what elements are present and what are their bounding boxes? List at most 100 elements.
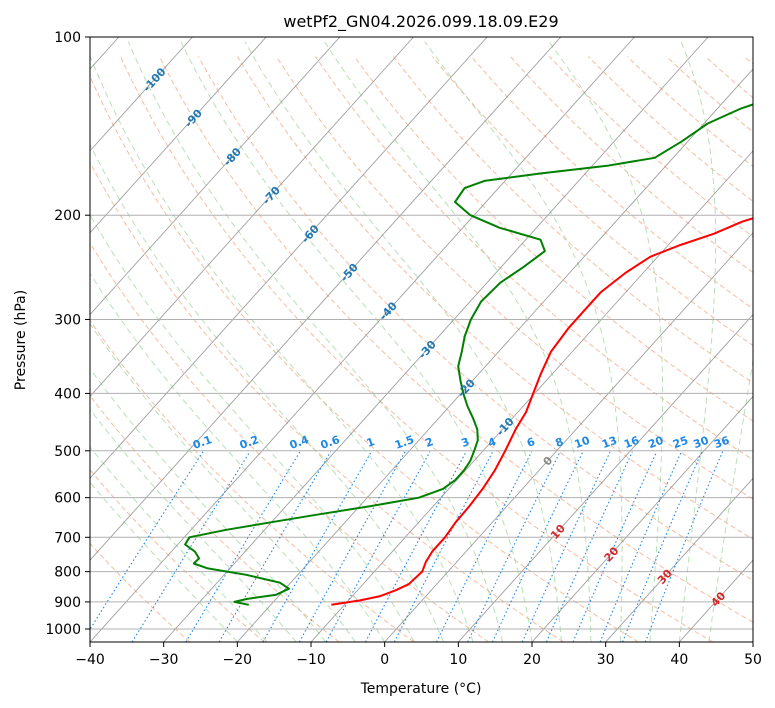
isotherm-line [163,37,709,642]
x-tick-label: −40 [75,652,105,668]
dry-adiabat [236,56,753,540]
mixing-ratio-label: 36 [712,434,731,452]
x-axis-label: Temperature (°C) [360,681,482,697]
y-tick-label: 900 [54,595,81,611]
mixing-ratio-line [644,451,724,642]
mixing-ratio-label: 10 [573,434,592,452]
y-tick-label: 600 [54,491,81,507]
isotherm-line [90,37,488,479]
y-tick-label: 100 [54,30,81,46]
plot-grid [90,37,753,642]
mixing-ratio-line [572,451,658,642]
moist-adiabat [90,143,445,642]
x-tick-label: −10 [296,652,326,668]
isotherm-line [531,395,753,642]
dry-adiabat [119,56,714,642]
x-tick-label: −30 [149,652,179,668]
mixing-ratio-label: 0.6 [319,433,342,452]
mixing-ratio-label: 3 [460,435,472,450]
axis-ticks: −40 −30 −20 −10 0 10 20 30 40 5010020030040050060… [45,30,762,668]
mixing-ratio-line [298,451,406,642]
dry-adiabat [90,242,489,642]
y-tick-label: 500 [54,444,81,460]
y-tick-label: 300 [54,312,81,328]
moist-adiabat [708,357,753,642]
y-tick-label: 1000 [45,622,81,638]
dry-adiabat [197,56,753,581]
y-tick-label: 400 [54,386,81,402]
dry-adiabat [158,56,753,623]
mixing-ratio-label: 0.4 [288,433,311,452]
plot-series [184,103,753,606]
mixing-ratio-label: 1.5 [393,433,416,452]
mixing-ratio-line [393,451,494,642]
moist-adiabat [90,323,356,642]
isotherm-line [752,641,753,642]
dry-adiabat [90,75,639,642]
mixing-ratio-line [436,451,533,642]
x-tick-label: 20 [523,652,541,668]
moist-adiabat [548,41,664,642]
moist-adiabat [127,41,503,642]
mixing-ratio-label: 1 [365,435,377,450]
moist-adiabat [324,41,592,642]
moist-adiabat [90,446,268,642]
x-tick-label: 50 [744,652,762,668]
moist-adiabat [678,41,717,642]
dry-adiabat [353,56,753,422]
mixing-ratio-label: 16 [622,434,641,452]
mixing-ratio-label: 30 [692,434,711,452]
isotherm-line [236,68,753,642]
mixing-ratio-line [131,451,251,642]
dry-adiabat [90,161,564,642]
isotherm-line [457,313,753,642]
y-axis-label: Pressure (hPa) [13,290,29,390]
mixing-ratio-line [325,451,431,642]
y-tick-label: 800 [54,565,81,581]
dry-adiabat [314,56,753,461]
isotherm-line [90,37,635,642]
mixing-ratio-line [262,451,372,642]
isotherm-line [90,37,341,316]
isotherm-line [384,232,753,642]
mixing-ratio-label: 4 [486,435,498,450]
dry-adiabat [432,56,753,347]
isotherm-line [90,37,562,561]
dewpoint-profile [184,103,753,606]
mixing-ratio-label: 8 [554,435,566,450]
temperature-profile [331,217,753,606]
x-tick-label: −20 [223,652,253,668]
x-tick-label: 30 [597,652,615,668]
x-tick-label: 0 [380,652,389,668]
moist-adiabat [90,481,238,642]
dry-adiabat [90,394,340,642]
isotherm-line [310,150,753,642]
moist-adiabat [244,41,562,642]
y-tick-label: 200 [54,208,81,224]
mixing-ratio-line [545,451,633,642]
mixing-ratio-line [599,451,682,642]
y-tick-label: 700 [54,530,81,546]
mixing-ratio-label: 0.1 [191,433,214,452]
moist-adiabat [424,41,623,642]
mixing-ratio-label: 25 [671,434,690,451]
moist-adiabat [90,54,474,642]
moist-adiabat [180,41,533,642]
dry-adiabat [471,56,753,310]
chart-title: wetPf2_GN04.2026.099.18.09.E29 [283,12,558,32]
mixing-ratio-label: 2 [423,435,435,450]
x-tick-label: 40 [670,652,688,668]
mixing-ratio-label: 13 [600,434,619,451]
plot-frame [89,36,754,643]
isotherm-line [90,37,193,152]
mixing-ratio-label: 6 [525,435,537,450]
isotherm-line [90,37,414,398]
dry-adiabat [275,56,753,500]
isotherm-line [90,37,267,234]
mixing-ratio-line [622,451,703,642]
x-tick-label: 10 [449,652,467,668]
mixing-ratio-label: 0.2 [238,433,261,452]
moist-adiabat [90,367,327,642]
isotherm-line [605,477,753,642]
